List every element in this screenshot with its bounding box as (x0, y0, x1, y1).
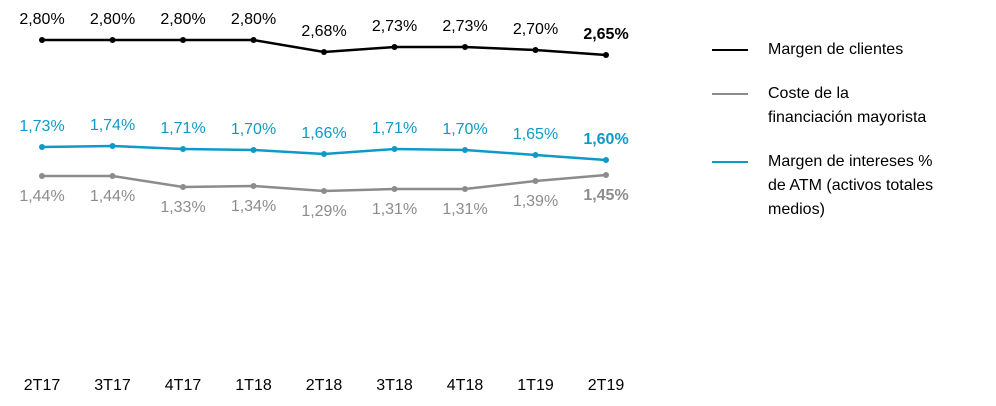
data-point (321, 188, 327, 194)
data-point (250, 147, 257, 153)
data-point (250, 183, 257, 189)
x-tick-label: 2T17 (24, 377, 61, 394)
data-point (391, 186, 398, 192)
data-point (603, 172, 609, 178)
data-point (603, 52, 609, 58)
x-tick-label: 2T19 (588, 377, 625, 394)
data-label: 1,74% (90, 117, 135, 134)
data-point (39, 37, 45, 43)
data-point (603, 157, 609, 163)
data-point (250, 37, 257, 43)
data-label: 1,44% (90, 188, 135, 205)
data-point (532, 152, 539, 158)
data-label: 2,70% (513, 21, 558, 38)
legend-swatch (712, 93, 748, 95)
x-tick-label: 2T18 (306, 377, 343, 394)
data-label: 2,80% (90, 11, 135, 28)
data-label: 1,31% (442, 201, 487, 218)
legend-label: Coste de la financiación mayorista (768, 85, 927, 126)
data-label: 1,39% (513, 193, 558, 210)
data-label: 1,70% (231, 121, 276, 138)
data-label: 1,60% (583, 131, 628, 148)
data-label: 1,45% (583, 187, 628, 204)
data-label: 1,29% (301, 203, 346, 220)
legend-label: Margen de clientes (768, 41, 904, 58)
data-label: 2,65% (583, 26, 628, 43)
plot: 2T17 3T17 4T17 1T18 2T18 3T18 4T18 1T19 2T19 2,80… (19, 11, 628, 394)
x-tick-label: 4T18 (447, 377, 484, 394)
legend-label: Margen de intereses % de ATM (activos to… (768, 153, 934, 218)
data-point (180, 184, 186, 190)
data-label: 1,44% (19, 188, 64, 205)
data-point (109, 37, 116, 43)
legend-item: Coste de la financiación mayorista (712, 82, 996, 130)
data-point (180, 146, 186, 152)
data-label: 1,71% (160, 120, 205, 137)
legend: Margen de clientes Coste de la financiaci… (712, 38, 996, 242)
data-point (180, 37, 186, 43)
data-point (532, 178, 539, 184)
data-point (39, 144, 45, 150)
data-point (391, 146, 398, 152)
data-label: 2,80% (231, 11, 276, 28)
x-tick-label: 3T18 (376, 377, 413, 394)
data-label: 1,73% (19, 118, 64, 135)
data-point (39, 173, 45, 179)
data-point (462, 186, 468, 192)
legend-item: Margen de intereses % de ATM (activos to… (712, 150, 996, 222)
legend-swatch (712, 49, 748, 51)
data-label: 1,66% (301, 125, 346, 142)
data-label: 1,71% (372, 120, 417, 137)
x-tick-label: 3T17 (94, 377, 131, 394)
data-point (462, 147, 468, 153)
data-point (532, 47, 539, 53)
data-point (462, 44, 468, 50)
data-point (109, 143, 116, 149)
data-point (321, 49, 327, 55)
x-tick-label: 4T17 (165, 377, 202, 394)
data-point (109, 173, 116, 179)
x-tick-label: 1T18 (235, 377, 272, 394)
data-point (321, 151, 327, 157)
legend-item: Margen de clientes (712, 38, 996, 62)
data-label: 1,70% (442, 121, 487, 138)
data-point (391, 44, 398, 50)
data-label: 1,34% (231, 198, 276, 215)
data-label: 2,73% (372, 18, 417, 35)
data-label: 1,31% (372, 201, 417, 218)
x-tick-label: 1T19 (517, 377, 554, 394)
data-label: 2,68% (301, 23, 346, 40)
data-label: 2,80% (160, 11, 205, 28)
data-label: 1,65% (513, 126, 558, 143)
data-label: 1,33% (160, 199, 205, 216)
data-label: 2,73% (442, 18, 487, 35)
legend-swatch (712, 161, 748, 163)
data-label: 2,80% (19, 11, 64, 28)
